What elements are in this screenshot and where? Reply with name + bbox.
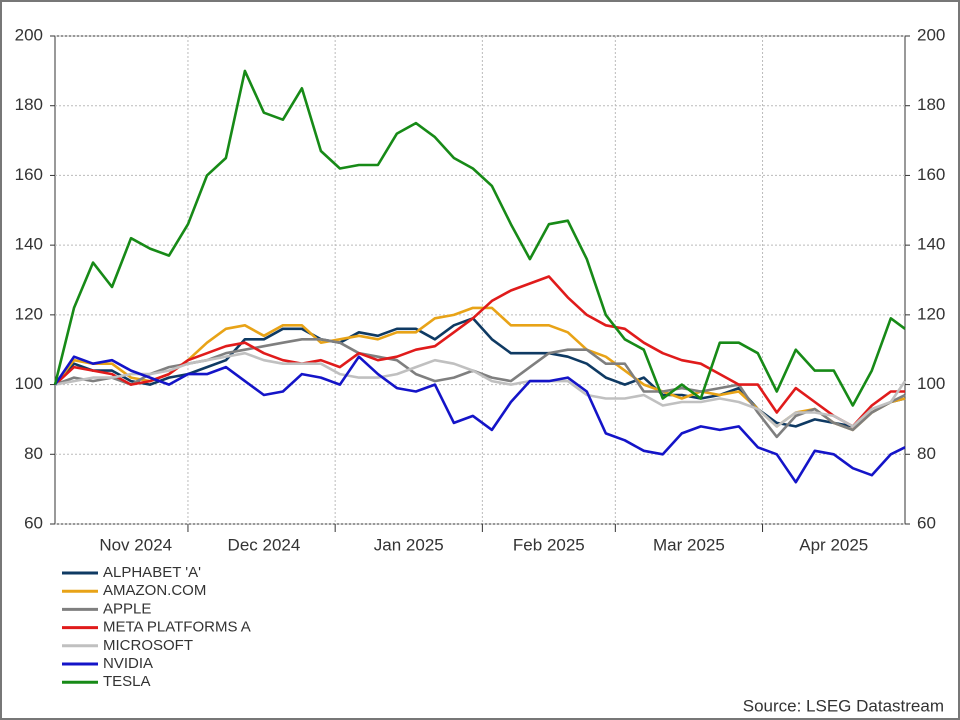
legend-label: MICROSOFT	[103, 637, 193, 654]
x-tick-label: Apr 2025	[799, 535, 868, 554]
series-line	[53, 69, 906, 407]
y2-tick-label: 120	[917, 304, 945, 323]
y-tick-label: 160	[15, 165, 43, 184]
y-tick-label: 100	[15, 374, 43, 393]
x-tick-label: Mar 2025	[653, 535, 725, 554]
y-tick-label: 140	[15, 235, 43, 254]
y-tick-label: 120	[15, 304, 43, 323]
y2-tick-label: 140	[917, 235, 945, 254]
y-tick-label: 60	[24, 513, 43, 532]
legend-label: NVIDIA	[103, 655, 153, 672]
legend-label: ALPHABET 'A'	[103, 564, 201, 581]
y-tick-label: 80	[24, 444, 43, 463]
y2-tick-label: 100	[917, 374, 945, 393]
x-tick-label: Feb 2025	[513, 535, 585, 554]
x-tick-label: Dec 2024	[228, 535, 301, 554]
y2-tick-label: 160	[917, 165, 945, 184]
series-line	[53, 355, 906, 484]
y-tick-label: 180	[15, 95, 43, 114]
legend-label: AMAZON.COM	[103, 582, 206, 599]
x-tick-label: Jan 2025	[374, 535, 444, 554]
y-tick-label: 200	[15, 25, 43, 44]
legend-label: META PLATFORMS A	[103, 619, 251, 636]
y2-tick-label: 60	[917, 513, 936, 532]
series-line	[54, 351, 907, 428]
source: Source: LSEG Datastream	[743, 696, 944, 715]
y2-tick-label: 80	[917, 444, 936, 463]
series-line	[54, 275, 905, 428]
y2-tick-label: 180	[917, 95, 945, 114]
x-tick-label: Nov 2024	[99, 535, 172, 554]
y2-tick-label: 200	[917, 25, 945, 44]
legend-label: TESLA	[103, 673, 151, 690]
legend-label: APPLE	[103, 600, 151, 617]
